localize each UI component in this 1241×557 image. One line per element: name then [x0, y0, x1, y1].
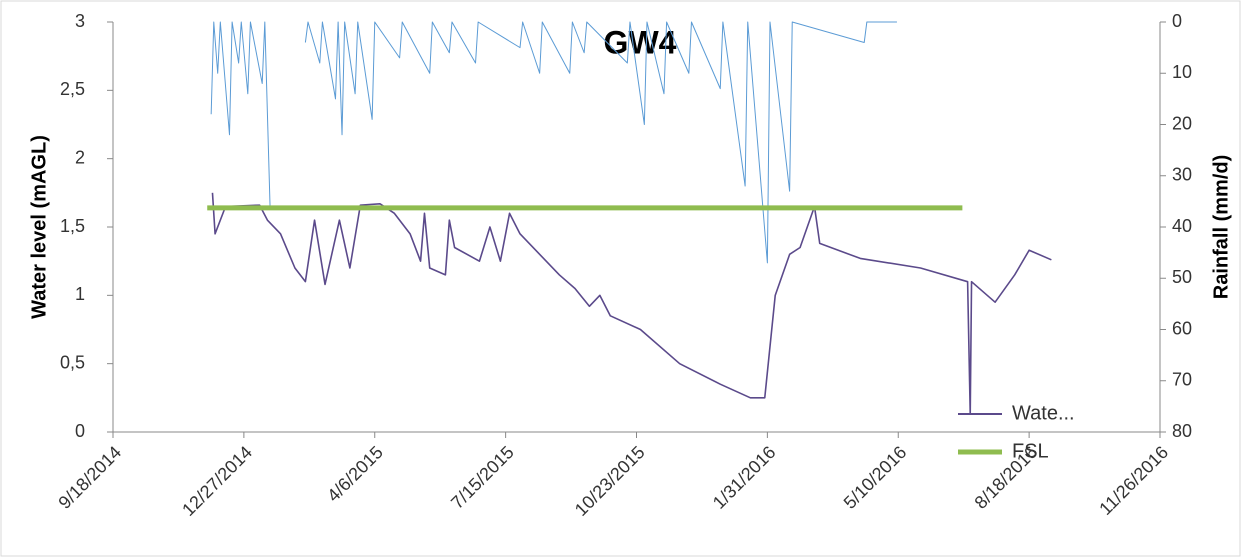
chart-title: GW4 [604, 24, 677, 60]
y2-tick-label: 40 [1172, 216, 1192, 236]
y2-tick-label: 30 [1172, 165, 1192, 185]
y-tick-label: 1 [75, 284, 85, 304]
y-tick-label: 0,5 [60, 352, 85, 372]
y-tick-label: 1,5 [60, 216, 85, 236]
series-line [211, 192, 1052, 416]
y2-tick-label: 20 [1172, 113, 1192, 133]
y-tick-label: 2,5 [60, 79, 85, 99]
y2-tick-label: 10 [1172, 62, 1192, 82]
y2-tick-label: 0 [1172, 11, 1182, 31]
y-axis-title: Water level (mAGL) [28, 135, 50, 319]
legend-label: Wate... [1012, 402, 1075, 424]
y2-tick-label: 80 [1172, 421, 1192, 441]
y2-tick-label: 50 [1172, 267, 1192, 287]
y-tick-label: 0 [75, 421, 85, 441]
y-tick-label: 2 [75, 147, 85, 167]
legend-label: FSL [1012, 440, 1049, 462]
y2-tick-label: 60 [1172, 318, 1192, 338]
series-line [210, 21, 897, 264]
y2-axis-title: Rainfall (mm/d) [1210, 155, 1232, 299]
y2-tick-label: 70 [1172, 370, 1192, 390]
y-tick-label: 3 [75, 11, 85, 31]
